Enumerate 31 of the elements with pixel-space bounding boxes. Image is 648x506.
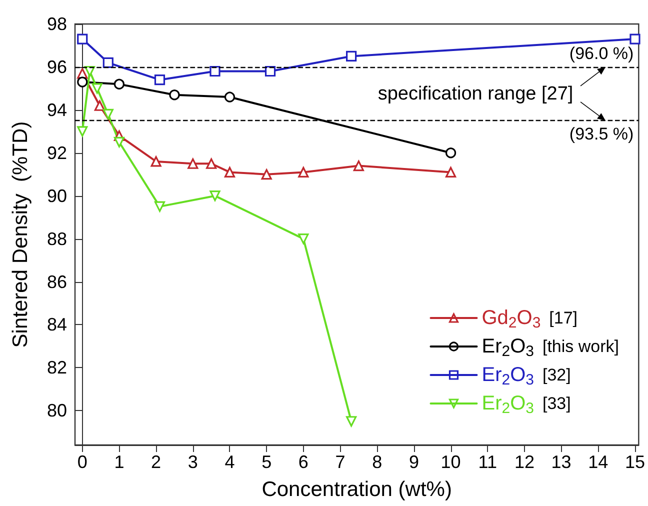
x-tick-label: 14 [588, 452, 608, 472]
x-tick-label: 2 [151, 452, 162, 472]
y-tick-label: 80 [46, 400, 67, 421]
y-tick-label: 90 [46, 186, 67, 206]
x-tick-label: 0 [77, 452, 88, 472]
y-tick-label: 98 [46, 14, 67, 34]
y-tick-label: 88 [46, 228, 67, 249]
y-tick-label: 86 [46, 272, 67, 292]
x-tick-label: 8 [372, 452, 382, 472]
ref-line-label: (93.5 %) [569, 124, 634, 144]
x-tick-label: 15 [624, 452, 646, 472]
x-tick-label: 11 [478, 452, 497, 472]
y-tick-label: 96 [46, 56, 67, 77]
y-tick-label: 94 [46, 100, 67, 120]
x-axis-title: Concentration (wt%) [262, 478, 452, 501]
y-tick-label: 92 [46, 142, 67, 163]
x-tick-label: 4 [224, 452, 235, 472]
x-tick-label: 10 [440, 452, 461, 472]
x-tick-label: 6 [298, 452, 308, 472]
y-axis-title: Sintered Density (%TD) [9, 121, 32, 348]
x-tick-label: 7 [335, 452, 346, 472]
x-tick-label: 9 [408, 452, 419, 472]
ref-line-label: (96.0 %) [569, 44, 634, 63]
x-tick-label: 13 [551, 452, 572, 472]
x-tick-label: 5 [262, 452, 272, 472]
annotation: specification range [27] [378, 83, 574, 104]
x-tick-label: 3 [188, 452, 198, 472]
x-tick-label: 12 [514, 452, 534, 472]
y-tick-label: 82 [46, 358, 67, 378]
y-tick-label: 84 [46, 314, 67, 335]
x-tick-label: 1 [114, 452, 124, 472]
